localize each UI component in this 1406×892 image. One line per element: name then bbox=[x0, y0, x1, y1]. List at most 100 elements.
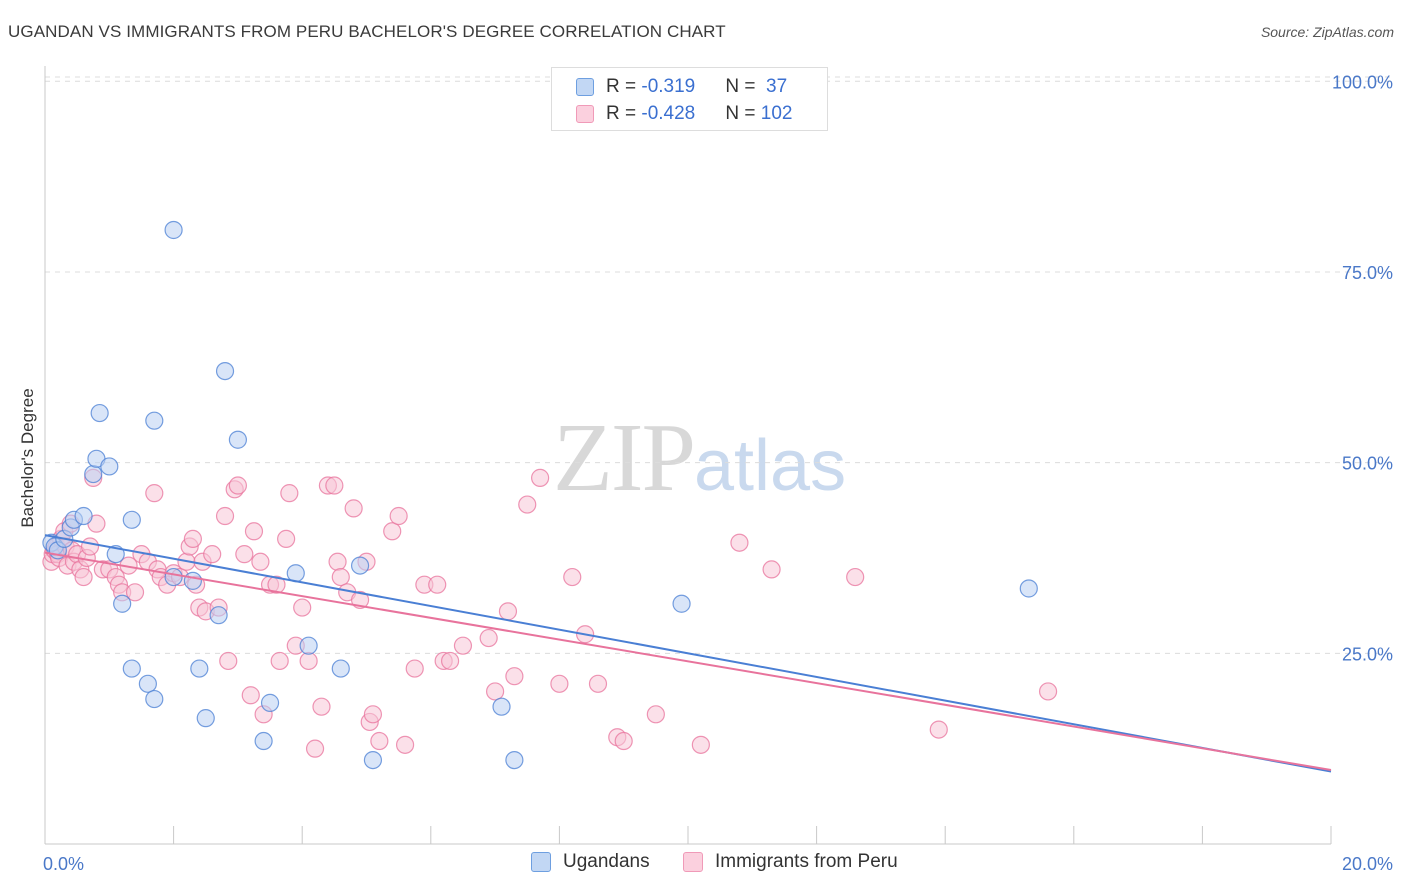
ugandans-point bbox=[260, 693, 280, 712]
peru-point bbox=[550, 674, 569, 693]
ugandans-point bbox=[331, 659, 350, 678]
peru-point bbox=[479, 628, 498, 648]
ugandans-point bbox=[363, 750, 383, 770]
grid-lines bbox=[45, 76, 1392, 654]
peru-point bbox=[405, 659, 424, 678]
data-points bbox=[42, 220, 1058, 770]
peru-point bbox=[395, 735, 415, 754]
peru-point bbox=[929, 720, 948, 739]
chart-title: UGANDAN VS IMMIGRANTS FROM PERU BACHELOR… bbox=[8, 22, 726, 41]
peru-point bbox=[270, 651, 289, 671]
peru-point bbox=[235, 545, 254, 564]
ugandans-point bbox=[106, 545, 125, 564]
ugandans-point bbox=[183, 571, 202, 590]
peru-point bbox=[389, 506, 408, 526]
peru-point bbox=[614, 731, 633, 751]
ugandans-point bbox=[164, 220, 183, 240]
watermark-atlas: atlas bbox=[694, 426, 847, 506]
peru-point bbox=[363, 705, 383, 724]
peru-point bbox=[312, 697, 331, 716]
ugandans-trendline bbox=[44, 534, 1332, 773]
peru-point bbox=[691, 735, 710, 754]
ugandans-point bbox=[209, 606, 228, 625]
peru-point bbox=[730, 533, 749, 552]
ugandans-point bbox=[84, 464, 103, 484]
ugandans-point bbox=[164, 567, 183, 587]
ugandans-point bbox=[299, 636, 318, 655]
legend-swatch-ugandans bbox=[531, 852, 551, 872]
watermark-zip: ZIP bbox=[553, 404, 696, 512]
legend-swatch-peru bbox=[576, 105, 594, 123]
peru-point bbox=[80, 537, 100, 556]
peru-point bbox=[277, 529, 296, 549]
legend-row-ugandans: R = -0.319 N = 37 bbox=[576, 74, 787, 100]
peru-point bbox=[588, 674, 608, 693]
peru-point bbox=[125, 583, 145, 602]
ugandans-point bbox=[113, 594, 132, 613]
peru-point bbox=[241, 686, 260, 705]
ugandans-point bbox=[350, 556, 370, 575]
x-tick-label: 20.0% bbox=[1342, 854, 1393, 874]
peru-point bbox=[215, 506, 235, 526]
axes bbox=[44, 66, 1332, 845]
ugandans-point bbox=[215, 361, 235, 381]
y-tick-label: 75.0% bbox=[1342, 263, 1393, 283]
ugandans-point bbox=[138, 674, 157, 693]
peru-point bbox=[145, 484, 164, 503]
peru-point bbox=[518, 495, 537, 514]
peru-point bbox=[370, 731, 389, 751]
y-tick-label: 100.0% bbox=[1332, 72, 1393, 92]
legend-item-peru: Immigrants from Peru bbox=[683, 851, 898, 873]
legend-swatch-peru bbox=[683, 852, 703, 872]
ugandans-point bbox=[145, 689, 164, 709]
legend-n-label: N = bbox=[725, 76, 761, 97]
watermark: ZIPatlas bbox=[553, 402, 846, 514]
legend-r-label: R = bbox=[606, 76, 642, 97]
peru-point bbox=[293, 598, 312, 617]
ugandans-point bbox=[145, 411, 164, 430]
peru-point bbox=[440, 651, 460, 671]
peru-point bbox=[453, 636, 473, 655]
ugandans-point bbox=[74, 506, 93, 526]
peru-point bbox=[428, 575, 447, 594]
x-tick-label: 0.0% bbox=[43, 854, 84, 874]
peru-point bbox=[251, 552, 270, 571]
ugandans-point bbox=[1019, 579, 1038, 598]
legend-item-ugandans: Ugandans bbox=[531, 851, 650, 873]
peru-point bbox=[328, 552, 347, 571]
peru-point bbox=[331, 567, 350, 587]
ugandans-point bbox=[90, 403, 109, 423]
tick-labels: 25.0% 50.0% 75.0% 100.0% 0.0% 20.0% bbox=[43, 72, 1393, 874]
stats-legend: R = -0.319 N = 37 R = -0.428 N = 102 bbox=[551, 67, 828, 131]
peru-point bbox=[505, 667, 524, 686]
y-tick-label: 25.0% bbox=[1342, 644, 1393, 664]
y-tick-label: 50.0% bbox=[1342, 454, 1393, 474]
peru-point bbox=[531, 468, 550, 487]
peru-point bbox=[244, 522, 264, 541]
legend-r-value: -0.428 bbox=[641, 103, 696, 124]
peru-point bbox=[325, 476, 344, 495]
legend-r-label: R = bbox=[606, 103, 642, 124]
legend-n-value: 102 bbox=[760, 103, 793, 124]
ugandans-point bbox=[672, 594, 691, 613]
peru-point bbox=[203, 545, 222, 564]
ugandans-point bbox=[122, 659, 141, 678]
ugandans-point bbox=[492, 697, 511, 716]
peru-point bbox=[183, 529, 202, 549]
peru-point bbox=[646, 705, 665, 724]
peru-point bbox=[498, 602, 518, 621]
legend-label-ugandans: Ugandans bbox=[563, 851, 650, 872]
ugandans-point bbox=[228, 430, 247, 449]
series-legend: Ugandans Immigrants from Peru bbox=[0, 851, 1406, 879]
legend-row-peru: R = -0.428 N = 102 bbox=[576, 101, 792, 127]
peru-trendline bbox=[44, 551, 1332, 771]
peru-point bbox=[305, 739, 325, 758]
trend-lines bbox=[44, 534, 1332, 773]
ugandans-point bbox=[196, 709, 215, 728]
peru-point bbox=[563, 567, 582, 587]
legend-label-peru: Immigrants from Peru bbox=[715, 851, 898, 872]
legend-n-value: 37 bbox=[760, 76, 788, 97]
peru-point bbox=[280, 484, 299, 503]
ugandans-point bbox=[100, 457, 119, 476]
legend-n-label: N = bbox=[725, 103, 761, 124]
